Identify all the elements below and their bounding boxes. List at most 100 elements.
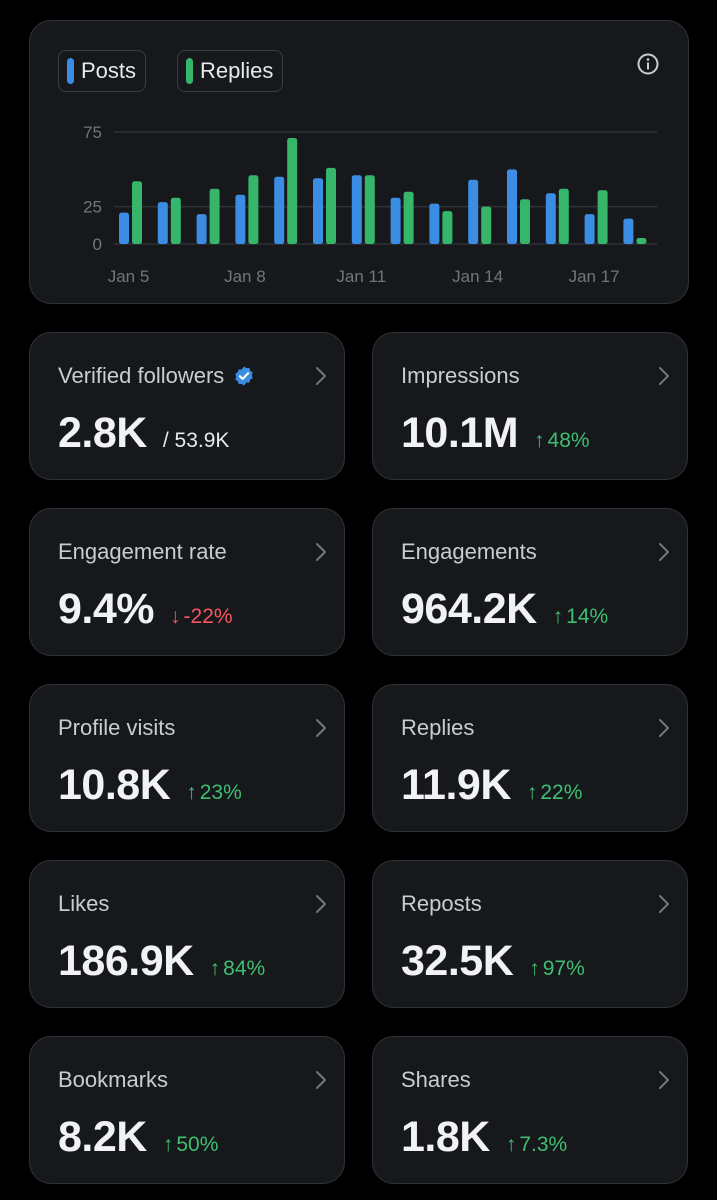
metric-value-row: 186.9K ↑ 84%	[58, 937, 265, 986]
metric-card-shares[interactable]: Shares 1.8K ↑ 7.3%	[372, 1036, 688, 1184]
metric-label: Engagement rate	[58, 539, 227, 564]
metric-value-row: 2.8K / 53.9K	[58, 409, 229, 458]
posts-bar	[351, 175, 362, 244]
replies-bar	[558, 188, 569, 244]
metric-label-wrap: Shares	[401, 1067, 471, 1093]
metric-card-reposts[interactable]: Reposts 32.5K ↑ 97%	[372, 860, 688, 1008]
chevron-right-icon	[316, 1071, 326, 1089]
metric-label: Reposts	[401, 891, 482, 916]
x-tick-label: Jan 8	[224, 267, 266, 286]
metric-change: ↑ 22%	[527, 781, 583, 805]
x-tick-label: Jan 14	[452, 267, 503, 286]
y-tick-label: 25	[83, 198, 102, 217]
legend-toggle-replies[interactable]: Replies	[177, 50, 284, 92]
replies-bar	[442, 211, 453, 244]
metric-label-wrap: Impressions	[401, 363, 520, 389]
posts-bar	[235, 194, 246, 244]
posts-bar	[507, 169, 517, 244]
chevron-right-icon	[659, 367, 669, 385]
metric-change-value: 22%	[540, 781, 583, 804]
posts-bar	[429, 203, 440, 244]
metric-value-row: 964.2K ↑ 14%	[401, 585, 608, 634]
replies-swatch	[186, 58, 193, 84]
metric-change-value: 23%	[199, 781, 242, 804]
metric-value: 11.9K	[401, 761, 511, 809]
posts-bar	[584, 214, 595, 244]
metric-card-engagements[interactable]: Engagements 964.2K ↑ 14%	[372, 508, 688, 656]
metric-label: Impressions	[401, 363, 520, 388]
legend-replies-label: Replies	[200, 58, 274, 83]
posts-bar	[623, 218, 634, 244]
metric-label: Replies	[401, 715, 475, 740]
arrow-up-icon: ↑	[529, 957, 540, 980]
posts-bar	[196, 214, 207, 244]
y-tick-label: 75	[83, 123, 102, 142]
arrow-up-icon: ↑	[209, 957, 221, 980]
metric-change: ↑ 84%	[210, 957, 266, 981]
legend-toggle-posts[interactable]: Posts	[58, 50, 147, 92]
metric-change: ↑ 50%	[163, 1133, 219, 1157]
metric-change: ↑ 7.3%	[506, 1133, 567, 1157]
metric-card-bookmarks[interactable]: Bookmarks 8.2K ↑ 50%	[29, 1036, 345, 1184]
x-tick-label: Jan 5	[108, 267, 150, 286]
replies-bar	[597, 190, 608, 244]
arrow-up-icon: ↑	[505, 1133, 517, 1156]
metric-label-wrap: Engagements	[401, 539, 537, 565]
metric-card-verified-followers[interactable]: Verified followers 2.8K / 53.9K	[29, 332, 345, 480]
posts-bar	[274, 176, 285, 244]
metric-card-profile-visits[interactable]: Profile visits 10.8K ↑ 23%	[29, 684, 345, 832]
chevron-right-icon	[659, 719, 669, 737]
metric-label-wrap: Bookmarks	[58, 1067, 168, 1093]
posts-bar	[468, 179, 479, 244]
metric-value: 9.4%	[58, 585, 155, 633]
chevron-right-icon	[659, 543, 669, 561]
metric-value-row: 1.8K ↑ 7.3%	[401, 1113, 567, 1162]
posts-bar	[119, 212, 129, 244]
arrow-up-icon: ↑	[186, 781, 197, 804]
legend-posts-label: Posts	[81, 58, 137, 83]
replies-bar	[636, 238, 647, 244]
metric-label: Bookmarks	[58, 1067, 169, 1092]
replies-bar	[403, 191, 414, 244]
metric-label-wrap: Profile visits	[58, 715, 175, 741]
replies-bar	[364, 175, 375, 244]
metric-change-value: 84%	[223, 957, 266, 980]
arrow-down-icon: ↓	[170, 605, 181, 628]
metric-value-row: 9.4% ↓ -22%	[58, 585, 233, 634]
chevron-right-icon	[316, 543, 326, 561]
metric-change: ↓ -22%	[170, 605, 233, 629]
activity-chart-card: 0 25 75 Jan 5 Jan 8 Jan 11 Jan 14 Jan 17 Posts …	[29, 20, 689, 304]
metric-label: Engagements	[401, 539, 537, 564]
metric-value-row: 11.9K ↑ 22%	[401, 761, 582, 810]
metric-card-engagement-rate[interactable]: Engagement rate 9.4% ↓ -22%	[29, 508, 345, 656]
metric-change: ↑ 97%	[529, 957, 585, 981]
metric-value: 1.8K	[401, 1113, 490, 1161]
metric-change: ↑ 14%	[553, 605, 609, 629]
info-icon[interactable]	[636, 52, 660, 76]
metric-value-row: 10.1M ↑ 48%	[401, 409, 590, 458]
chevron-right-icon	[659, 895, 669, 913]
posts-bar	[545, 193, 556, 244]
metric-change-value: 97%	[542, 957, 585, 980]
y-tick-label: 0	[93, 235, 102, 254]
metric-change: ↑ 48%	[534, 429, 590, 453]
replies-bar	[287, 137, 298, 244]
metric-change-value: 7.3%	[519, 1133, 568, 1156]
metric-card-replies[interactable]: Replies 11.9K ↑ 22%	[372, 684, 688, 832]
metric-value: 964.2K	[401, 585, 537, 633]
metric-value: 10.1M	[401, 409, 519, 457]
arrow-up-icon: ↑	[534, 429, 545, 452]
metric-value-row: 32.5K ↑ 97%	[401, 937, 585, 986]
metric-change: ↑ 23%	[186, 781, 242, 805]
metric-card-likes[interactable]: Likes 186.9K ↑ 84%	[29, 860, 345, 1008]
metric-card-impressions[interactable]: Impressions 10.1M ↑ 48%	[372, 332, 688, 480]
chevron-right-icon	[316, 719, 326, 737]
metric-change-value: 48%	[547, 429, 590, 452]
verified-badge-icon	[235, 366, 254, 386]
chevron-right-icon	[316, 895, 326, 913]
metric-label-wrap: Reposts	[401, 891, 482, 917]
metric-label: Verified followers	[58, 363, 225, 388]
x-tick-label: Jan 17	[569, 267, 620, 286]
replies-bar	[132, 181, 142, 244]
metric-value-row: 10.8K ↑ 23%	[58, 761, 242, 810]
